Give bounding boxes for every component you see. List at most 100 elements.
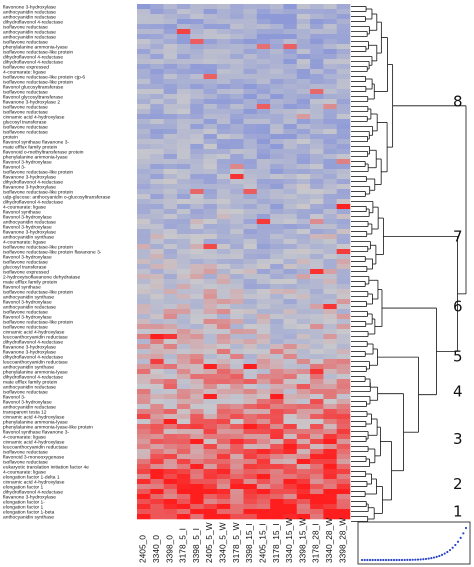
heatmap-cell [230, 134, 244, 140]
heatmap-cell [230, 424, 244, 430]
cluster-label: 1 [453, 503, 463, 521]
heatmap-cell [203, 169, 218, 175]
heatmap-cell [336, 124, 351, 130]
inset-point [387, 558, 390, 562]
heatmap-cell [150, 154, 164, 160]
heatmap-cell [336, 164, 351, 170]
inset-point [360, 558, 364, 562]
row-label: isoflavone reductase [3, 459, 48, 465]
heatmap-cell [137, 294, 151, 300]
heatmap-cell [190, 209, 204, 215]
heatmap-cell [283, 129, 298, 135]
heatmap-cell [270, 514, 284, 520]
heatmap-cell [216, 374, 231, 380]
heatmap-cell [203, 99, 218, 105]
heatmap-cell [270, 454, 284, 460]
heatmap-cell [150, 424, 164, 430]
heatmap-cell [150, 454, 164, 460]
heatmap-cell [230, 499, 244, 505]
heatmap-cell [137, 379, 151, 385]
row-label: anthocyanidin reductase [3, 29, 56, 35]
heatmap-cell [137, 179, 151, 185]
heatmap-cell [163, 514, 178, 520]
heatmap-cell [176, 134, 191, 140]
heatmap-cell [163, 389, 178, 395]
row-label: elongation factor 1- [3, 499, 45, 505]
heatmap-cell [243, 469, 258, 475]
row-label: 4-coumarate: ligase [3, 69, 46, 75]
row-label: cinnamic acid 4-hydroxylase [3, 414, 65, 420]
heatmap-cell [176, 349, 191, 355]
heatmap-cell [323, 374, 337, 380]
heatmap-cell [243, 379, 258, 385]
heatmap-cell [296, 249, 311, 255]
heatmap-cell [243, 254, 258, 260]
inset-point [451, 546, 454, 549]
heatmap-cell [203, 104, 218, 110]
heatmap-cell [256, 304, 271, 310]
heatmap-cell [256, 454, 271, 460]
row-label: flavanone 3-hydroxylase [3, 229, 56, 235]
heatmap-cell [270, 279, 284, 285]
heatmap-cell [150, 289, 164, 295]
heatmap-cell [190, 364, 204, 370]
heatmap-cell [283, 239, 298, 245]
heatmap-cell [296, 44, 311, 50]
heatmap-cell [176, 59, 191, 65]
heatmap-cell [296, 429, 311, 435]
heatmap-cell [243, 264, 258, 270]
heatmap-cell [203, 9, 218, 15]
heatmap-cell [296, 234, 311, 240]
heatmap-cell [283, 159, 298, 165]
heatmap-cell [176, 34, 191, 40]
heatmap-cell [336, 94, 351, 100]
heatmap-cell [216, 334, 231, 340]
heatmap-cell [176, 474, 191, 480]
heatmap-cell [270, 339, 284, 345]
heatmap-cell [323, 129, 337, 135]
heatmap-cell [336, 399, 351, 405]
heatmap-cell [176, 399, 191, 405]
heatmap-cell [336, 149, 351, 155]
heatmap-cell [270, 369, 284, 375]
heatmap-cell [230, 459, 244, 465]
inset-point [435, 555, 438, 558]
heatmap-cell [230, 79, 244, 85]
heatmap-cell [163, 69, 178, 75]
heatmap-cell [310, 389, 324, 395]
heatmap-cell [176, 429, 191, 435]
heatmap-cell [203, 424, 218, 430]
heatmap-cell [137, 324, 151, 330]
heatmap-cell [283, 419, 298, 425]
heatmap-cell [216, 459, 231, 465]
heatmap-cell [150, 134, 164, 140]
heatmap-cell [137, 429, 151, 435]
heatmap-cell [163, 364, 178, 370]
heatmap-cell [163, 464, 178, 470]
heatmap-cell [190, 294, 204, 300]
heatmap-cell [203, 454, 218, 460]
heatmap-cell [176, 149, 191, 155]
heatmap-cell [323, 394, 337, 400]
heatmap-cell [243, 209, 258, 215]
heatmap-cell [336, 49, 351, 55]
row-label: anthocyanidin reductase [3, 9, 56, 15]
row-label: isoflavone reductase [3, 104, 48, 110]
heatmap-cell [296, 149, 311, 155]
heatmap-cell [283, 99, 298, 105]
heatmap-cell [203, 474, 218, 480]
heatmap-cell [163, 354, 178, 360]
heatmap-cell [176, 124, 191, 130]
heatmap-cell [270, 334, 284, 340]
heatmap-cell [216, 474, 231, 480]
heatmap-cell [137, 339, 151, 345]
heatmap-cell [203, 124, 218, 130]
heatmap-cell [216, 384, 231, 390]
heatmap-cell [216, 214, 231, 220]
heatmap-cell [323, 84, 337, 90]
heatmap-cell [203, 154, 218, 160]
heatmap-cell [230, 184, 244, 190]
heatmap-cell [310, 369, 324, 375]
heatmap-cell [323, 489, 337, 495]
heatmap-cell [137, 279, 151, 285]
